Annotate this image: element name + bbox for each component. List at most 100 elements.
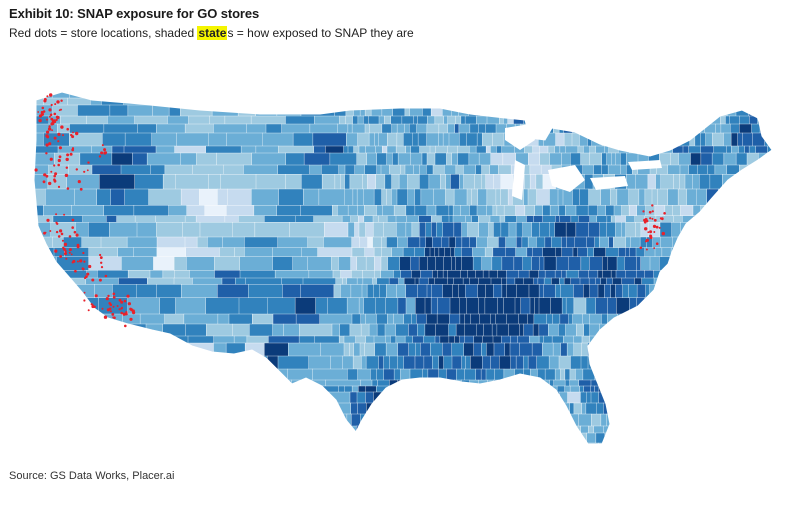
- county-cell: [636, 97, 642, 106]
- county-cell: [524, 174, 531, 190]
- store-location-dot: [57, 163, 60, 167]
- county-cell: [346, 132, 358, 147]
- county-cell: [357, 132, 370, 147]
- county-cell: [353, 342, 361, 357]
- county-cell: [615, 413, 625, 427]
- county-cell: [569, 402, 575, 415]
- county-cell: [615, 222, 622, 238]
- county-cell: [562, 104, 569, 117]
- county-cell: [671, 402, 685, 415]
- county-cell: [646, 391, 652, 404]
- county-cell: [155, 145, 175, 154]
- county-cell: [736, 385, 745, 393]
- county-cell: [673, 313, 680, 325]
- county-cell: [396, 222, 407, 238]
- county-cell: [109, 104, 129, 117]
- county-cell: [547, 413, 557, 427]
- county-cell: [585, 452, 591, 457]
- county-cell: [714, 425, 728, 434]
- county-cell: [595, 277, 602, 285]
- county-cell: [672, 205, 681, 217]
- county-cell: [657, 188, 669, 206]
- county-cell: [549, 222, 555, 238]
- store-location-dot: [127, 302, 131, 306]
- county-cell: [435, 256, 445, 271]
- county-cell: [423, 413, 432, 427]
- county-cell: [563, 86, 567, 91]
- county-cell: [34, 256, 57, 271]
- county-cell: [584, 123, 594, 134]
- county-cell: [265, 123, 282, 134]
- county-cell: [386, 97, 393, 106]
- county-cell: [692, 115, 702, 125]
- county-cell: [548, 355, 560, 370]
- county-cell: [723, 413, 734, 427]
- county-cell: [621, 391, 632, 404]
- county-cell: [340, 174, 345, 190]
- county-cell: [657, 97, 671, 106]
- county-cell: [358, 97, 368, 106]
- county-cell: [507, 115, 514, 125]
- county-cell: [403, 355, 416, 370]
- county-cell: [439, 97, 451, 106]
- store-location-dot: [57, 140, 60, 143]
- county-cell: [478, 385, 485, 393]
- county-cell: [667, 188, 679, 206]
- great-lake: [548, 165, 585, 192]
- county-cell: [554, 145, 561, 154]
- county-cell: [514, 385, 522, 393]
- county-cell: [619, 432, 628, 444]
- county-cell: [514, 277, 524, 285]
- county-cell: [778, 86, 786, 91]
- county-cell: [589, 256, 603, 271]
- county-cell: [351, 270, 363, 279]
- county-cell: [719, 342, 729, 357]
- county-cell: [771, 205, 772, 217]
- county-cell: [600, 413, 607, 427]
- county-cell: [565, 270, 579, 279]
- county-cell: [707, 164, 716, 175]
- county-cell: [339, 115, 346, 125]
- county-cell: [249, 323, 273, 337]
- county-cell: [219, 452, 233, 457]
- county-cell: [703, 313, 716, 325]
- county-cell: [34, 402, 56, 415]
- county-cell: [595, 297, 608, 315]
- county-cell: [192, 164, 224, 175]
- county-cell: [614, 368, 621, 381]
- county-cell: [407, 379, 420, 387]
- county-cell: [360, 313, 366, 325]
- county-cell: [499, 355, 511, 370]
- county-cell: [773, 284, 780, 298]
- county-cell: [52, 236, 64, 248]
- county-cell: [456, 368, 465, 381]
- county-cell: [382, 432, 390, 444]
- county-cell: [641, 92, 654, 99]
- county-cell: [554, 368, 561, 381]
- county-cell: [356, 256, 367, 271]
- county-cell: [588, 277, 597, 285]
- county-cell: [721, 256, 733, 271]
- county-cell: [167, 115, 189, 125]
- county-cell: [709, 256, 717, 271]
- county-cell: [696, 188, 708, 206]
- county-cell: [505, 442, 514, 444]
- county-cell: [739, 115, 750, 125]
- county-cell: [558, 123, 564, 134]
- county-cell: [765, 335, 772, 344]
- county-cell: [591, 452, 603, 457]
- county-cell: [463, 164, 477, 175]
- county-cell: [223, 164, 244, 175]
- county-cell: [429, 145, 437, 154]
- county-cell: [551, 335, 564, 344]
- county-cell: [119, 379, 135, 387]
- county-cell: [34, 442, 50, 444]
- county-cell: [364, 164, 378, 175]
- county-cell: [615, 215, 626, 223]
- county-cell: [429, 247, 435, 258]
- county-cell: [301, 174, 323, 190]
- county-cell: [693, 355, 700, 370]
- county-cell: [490, 152, 504, 166]
- county-cell: [394, 432, 404, 444]
- county-cell: [747, 205, 757, 217]
